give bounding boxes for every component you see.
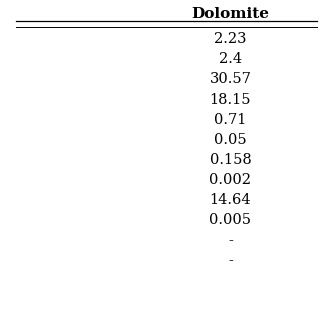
Text: Dolomite: Dolomite xyxy=(191,7,269,21)
Text: -: - xyxy=(228,234,233,248)
Text: 0.05: 0.05 xyxy=(214,133,247,147)
Text: -: - xyxy=(228,254,233,268)
Text: 18.15: 18.15 xyxy=(210,92,251,107)
Text: 0.71: 0.71 xyxy=(214,113,247,127)
Text: 0.005: 0.005 xyxy=(209,213,252,228)
Text: 14.64: 14.64 xyxy=(210,193,251,207)
Text: 0.002: 0.002 xyxy=(209,173,252,187)
Text: 0.158: 0.158 xyxy=(210,153,251,167)
Text: 2.4: 2.4 xyxy=(219,52,242,66)
Text: 30.57: 30.57 xyxy=(210,72,251,86)
Text: 2.23: 2.23 xyxy=(214,32,247,46)
